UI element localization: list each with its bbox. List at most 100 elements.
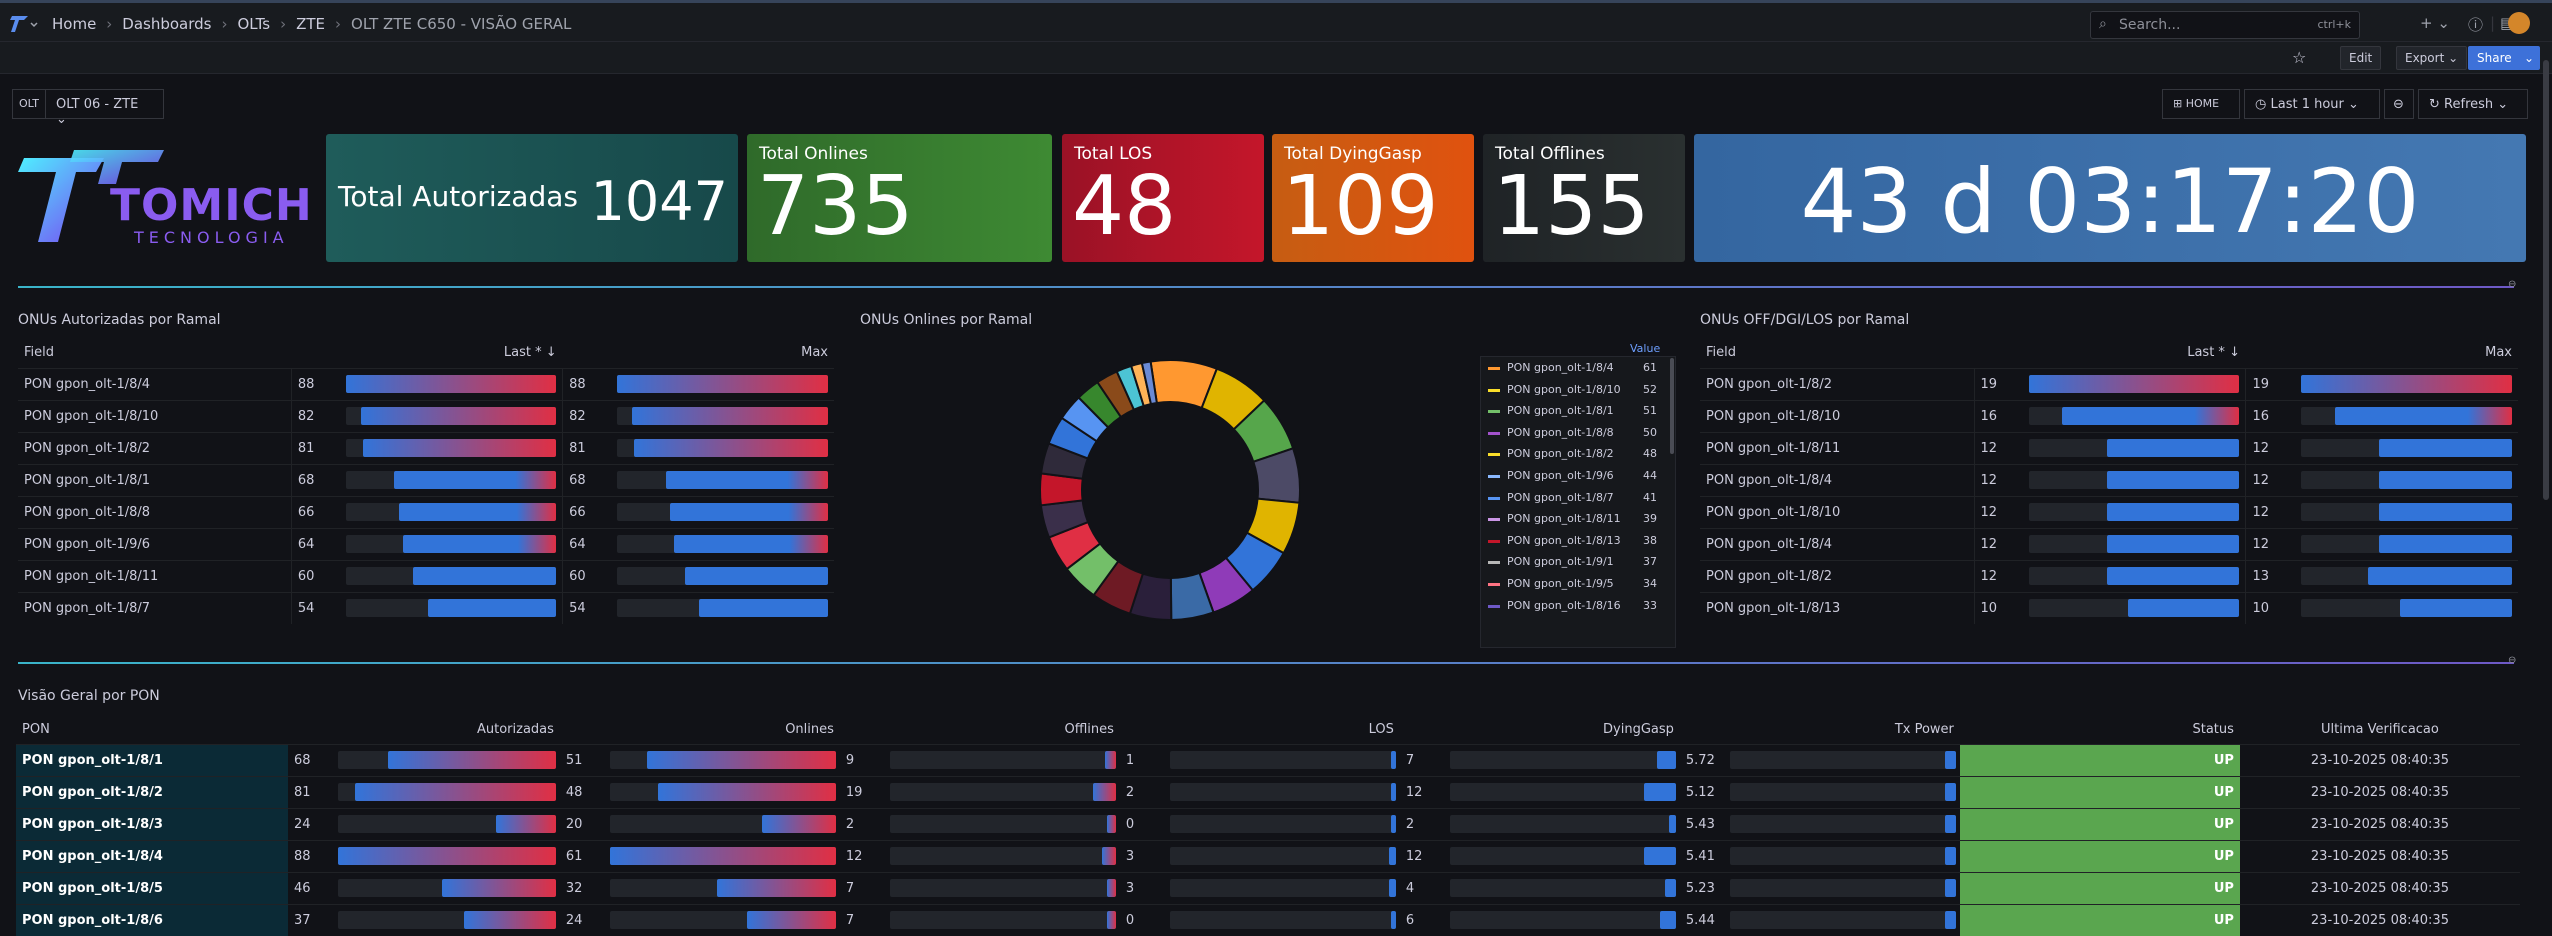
col-header[interactable]: Onlines [785, 722, 834, 738]
legend-item[interactable]: PON gpon_olt-1/8/7 41 [1481, 487, 1675, 509]
bar-gauge [2300, 471, 2512, 489]
legend-item[interactable]: PON gpon_olt-1/8/4 61 [1481, 357, 1675, 379]
row-max: 60 [562, 559, 612, 592]
col-last[interactable]: Last * ↓ [2187, 345, 2240, 361]
cell-value: 32 [565, 880, 583, 896]
avatar[interactable] [2508, 12, 2530, 34]
col-header[interactable]: Ultima Verificacao [2321, 722, 2439, 738]
table-row: PON gpon_olt-1/8/4 12 12 [1700, 527, 2518, 560]
arrow-down-icon: ↓ [2229, 345, 2240, 361]
search-input[interactable]: ⌕ Search... ctrl+k [2090, 11, 2360, 39]
col-max[interactable]: Max [2485, 345, 2512, 361]
arrow-down-icon: ↓ [545, 345, 557, 361]
cell-value: 12 [1405, 848, 1423, 864]
legend-item[interactable]: PON gpon_olt-1/8/2 48 [1481, 443, 1675, 465]
row-last: 12 [1973, 463, 2023, 496]
bar-gauge [617, 503, 828, 521]
row-last: 82 [290, 399, 340, 432]
col-header[interactable]: Offlines [1064, 722, 1114, 738]
col-header[interactable]: Status [2192, 722, 2234, 738]
cell-value: 5.43 [1685, 816, 1715, 832]
home-button[interactable]: ⊞ HOME [2162, 89, 2240, 119]
legend-item[interactable]: PON gpon_olt-1/8/11 39 [1481, 508, 1675, 530]
bar-gauge [2028, 503, 2240, 521]
stat-los-value: 48 [1072, 159, 1177, 254]
page-scrollbar[interactable] [2543, 60, 2549, 500]
cell-value: 4 [1405, 880, 1415, 896]
time-range-picker[interactable]: ◷ Last 1 hour ⌄ [2244, 89, 2380, 119]
row-last: 54 [290, 591, 340, 624]
breadcrumb: Home › Dashboards › OLTs › ZTE › OLT ZTE C65… [52, 15, 571, 33]
legend-item[interactable]: PON gpon_olt-1/8/16 33 [1481, 595, 1675, 617]
col-header[interactable]: Autorizadas [476, 722, 554, 738]
legend-label: PON gpon_olt-1/8/1 [1507, 404, 1614, 418]
cell-value: 7 [1405, 752, 1415, 768]
bar-gauge [1449, 879, 1676, 897]
stat-offlines[interactable]: Total Offlines 155 [1483, 134, 1685, 262]
collapse-icon[interactable]: ⊖ [2508, 279, 2517, 290]
legend-item[interactable]: PON gpon_olt-1/8/1 51 [1481, 400, 1675, 422]
legend-item[interactable]: PON gpon_olt-1/9/5 34 [1481, 573, 1675, 595]
cell-value: 19 [845, 784, 863, 800]
legend-scrollbar[interactable] [1670, 358, 1674, 454]
overview-panel-title: Visão Geral por PON [18, 688, 160, 704]
status-badge: UP [1959, 807, 2240, 840]
stat-dyinggasp[interactable]: Total DyingGasp 109 [1272, 134, 1474, 262]
bar-gauge [1729, 847, 1956, 865]
col-header[interactable]: PON [22, 722, 50, 738]
autorizadas-panel-title: ONUs Autorizadas por Ramal [18, 312, 221, 328]
breadcrumb-dashboards[interactable]: Dashboards [122, 15, 212, 33]
zoom-out-button[interactable]: ⊖ [2384, 89, 2414, 119]
col-max[interactable]: Max [801, 345, 828, 361]
cell-value: 3 [1125, 880, 1135, 896]
share-button[interactable]: Share [2468, 46, 2521, 70]
olt-select[interactable]: OLT 06 - ZTE ⌄ [46, 89, 164, 127]
stat-onlines[interactable]: Total Onlines 735 [747, 134, 1052, 262]
col-field[interactable]: Field [1706, 345, 1737, 361]
legend-value: 44 [1643, 468, 1657, 482]
row-field: PON gpon_olt-1/8/4 [1700, 527, 1975, 560]
table-row: PON gpon_olt-1/8/2 12 13 [1700, 559, 2518, 592]
col-last[interactable]: Last * ↓ [503, 345, 557, 361]
collapse-icon[interactable]: ⊖ [2508, 655, 2517, 666]
legend-value: 61 [1643, 361, 1657, 374]
breadcrumb-zte[interactable]: ZTE [296, 15, 326, 33]
col-header[interactable]: DyingGasp [1603, 722, 1674, 738]
legend-item[interactable]: PON gpon_olt-1/9/6 44 [1481, 465, 1675, 487]
legend-item[interactable]: PON gpon_olt-1/9/1 37 [1481, 551, 1675, 573]
onlines-donut-chart[interactable] [1030, 350, 1310, 630]
share-menu-button[interactable]: ⌄ [2518, 46, 2541, 70]
legend-value-header[interactable]: Value [1630, 342, 1661, 355]
grafana-logo-icon[interactable] [8, 12, 38, 36]
donut-legend: PON gpon_olt-1/8/4 61 PON gpon_olt-1/8/10 5… [1480, 356, 1676, 648]
stat-uptime[interactable]: 43 d 03:17:20 [1694, 134, 2526, 262]
star-icon[interactable]: ☆ [2292, 48, 2307, 67]
col-field[interactable]: Field [24, 345, 55, 361]
add-menu-button[interactable]: + ⌄ [2420, 14, 2450, 32]
edit-button[interactable]: Edit [2340, 46, 2382, 70]
help-icon[interactable]: ⓘ [2468, 16, 2484, 34]
stat-los[interactable]: Total LOS 48 [1062, 134, 1264, 262]
breadcrumb-home[interactable]: Home [52, 15, 97, 33]
table-row: PON gpon_olt-1/8/8 66 66 [18, 495, 834, 528]
refresh-button[interactable]: ↻ Refresh ⌄ [2418, 89, 2528, 119]
row-divider [18, 662, 2514, 664]
time-controls: ⊞ HOME ◷ Last 1 hour ⌄ ⊖ ↻ Refresh ⌄ [2162, 88, 2528, 120]
stat-autorizadas[interactable]: Total Autorizadas 1047 [326, 134, 738, 262]
donut-slice[interactable] [1140, 360, 1158, 406]
legend-item[interactable]: PON gpon_olt-1/8/13 38 [1481, 530, 1675, 552]
off-table: Field Last * ↓ Max PON gpon_olt-1/8/2 19 1… [1700, 338, 2518, 624]
table-row: PON gpon_olt-1/8/1 68 51 9 1 7 5.72 UP 23-10-202… [16, 743, 2520, 776]
legend-label: PON gpon_olt-1/8/10 [1507, 382, 1621, 396]
bar-gauge [609, 783, 836, 801]
export-button[interactable]: Export ⌄ [2396, 46, 2468, 70]
legend-item[interactable]: PON gpon_olt-1/8/10 52 [1481, 379, 1675, 401]
col-header[interactable]: Tx Power [1894, 722, 1954, 738]
col-header[interactable]: LOS [1368, 722, 1394, 738]
cell-value: 5.23 [1685, 880, 1715, 896]
legend-item[interactable]: PON gpon_olt-1/8/8 50 [1481, 422, 1675, 444]
stat-onlines-label: Total Onlines [759, 144, 868, 164]
status-badge: UP [1959, 775, 2240, 808]
breadcrumb-olts[interactable]: OLTs [237, 15, 271, 33]
row-last: 12 [1973, 495, 2023, 528]
